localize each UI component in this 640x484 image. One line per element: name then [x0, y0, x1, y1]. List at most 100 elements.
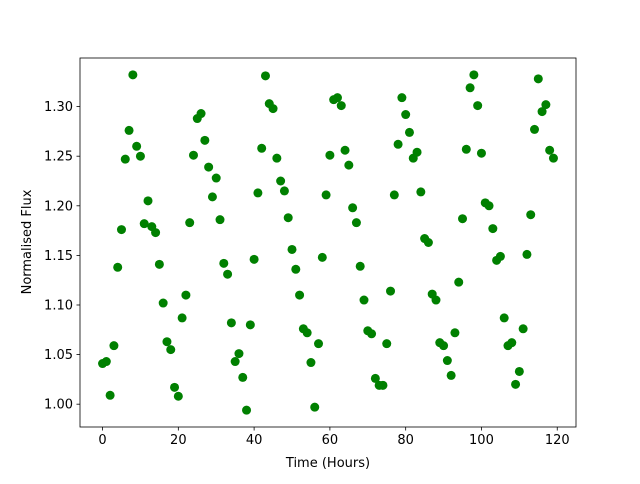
point [359, 295, 369, 305]
point [431, 295, 441, 305]
point [465, 83, 475, 93]
point [177, 313, 187, 323]
point [223, 269, 233, 279]
x-tick-label: 80 [397, 433, 414, 448]
point [291, 264, 301, 274]
point [135, 151, 145, 161]
point [317, 252, 327, 262]
point [257, 143, 267, 153]
point [226, 318, 236, 328]
x-tick-label: 0 [98, 433, 106, 448]
point [336, 101, 346, 111]
point [355, 261, 365, 271]
y-tick-label: 1.05 [44, 348, 73, 363]
y-tick-label: 1.15 [44, 249, 73, 264]
point [530, 124, 540, 134]
point [188, 150, 198, 160]
point [173, 391, 183, 401]
point [526, 210, 536, 220]
point [499, 313, 509, 323]
point [541, 100, 551, 110]
point [404, 127, 414, 137]
point [306, 358, 316, 368]
point [548, 153, 558, 163]
x-tick-label: 20 [170, 433, 187, 448]
x-tick-label: 60 [322, 433, 339, 448]
point [442, 356, 452, 366]
point [166, 345, 176, 355]
point [522, 249, 532, 259]
point [537, 107, 547, 117]
point [423, 238, 433, 247]
point [185, 218, 195, 228]
point [158, 298, 168, 308]
point [253, 188, 263, 198]
point [325, 150, 335, 160]
y-tick-label: 1.10 [44, 298, 73, 313]
point [128, 70, 138, 80]
point [389, 190, 399, 200]
point [458, 214, 468, 224]
point [370, 373, 380, 383]
point [230, 357, 240, 367]
point [124, 125, 134, 135]
point [416, 187, 426, 197]
point [386, 286, 396, 296]
point [401, 110, 411, 120]
point [170, 382, 180, 392]
point [120, 154, 130, 164]
point [215, 215, 225, 225]
point [507, 338, 517, 348]
point [511, 379, 521, 389]
x-tick-label: 100 [469, 433, 494, 448]
y-tick-label: 1.20 [44, 199, 73, 214]
point [272, 153, 282, 163]
point [488, 224, 498, 234]
x-tick-label: 120 [545, 433, 570, 448]
point [154, 259, 164, 269]
point [139, 219, 149, 229]
point [454, 277, 464, 287]
point [151, 228, 161, 238]
point [268, 104, 278, 114]
point [302, 328, 312, 338]
point [446, 370, 456, 380]
point [378, 380, 388, 390]
plot-frame [79, 57, 577, 428]
point [476, 148, 486, 158]
point [101, 357, 111, 367]
point [283, 213, 293, 223]
point [116, 225, 126, 235]
point [105, 390, 115, 400]
point [276, 176, 286, 186]
point [514, 366, 524, 376]
point [393, 139, 403, 149]
point [344, 160, 354, 170]
point [340, 145, 350, 155]
point [367, 329, 377, 339]
point [260, 71, 270, 81]
point [450, 328, 460, 338]
point [473, 101, 483, 111]
point [533, 74, 543, 84]
point [207, 192, 217, 202]
point [351, 218, 361, 228]
y-tick-label: 1.00 [44, 398, 73, 413]
point [242, 405, 252, 415]
point [295, 290, 305, 300]
point [469, 70, 479, 80]
point [332, 93, 342, 103]
point [545, 145, 555, 155]
point [143, 196, 153, 206]
point [249, 254, 259, 264]
point [245, 320, 255, 330]
point [382, 339, 392, 349]
x-tick-label: 40 [246, 433, 263, 448]
point [397, 93, 407, 103]
point [234, 349, 244, 359]
point [518, 324, 528, 334]
point [314, 339, 324, 349]
point [181, 290, 191, 300]
point [412, 147, 422, 157]
